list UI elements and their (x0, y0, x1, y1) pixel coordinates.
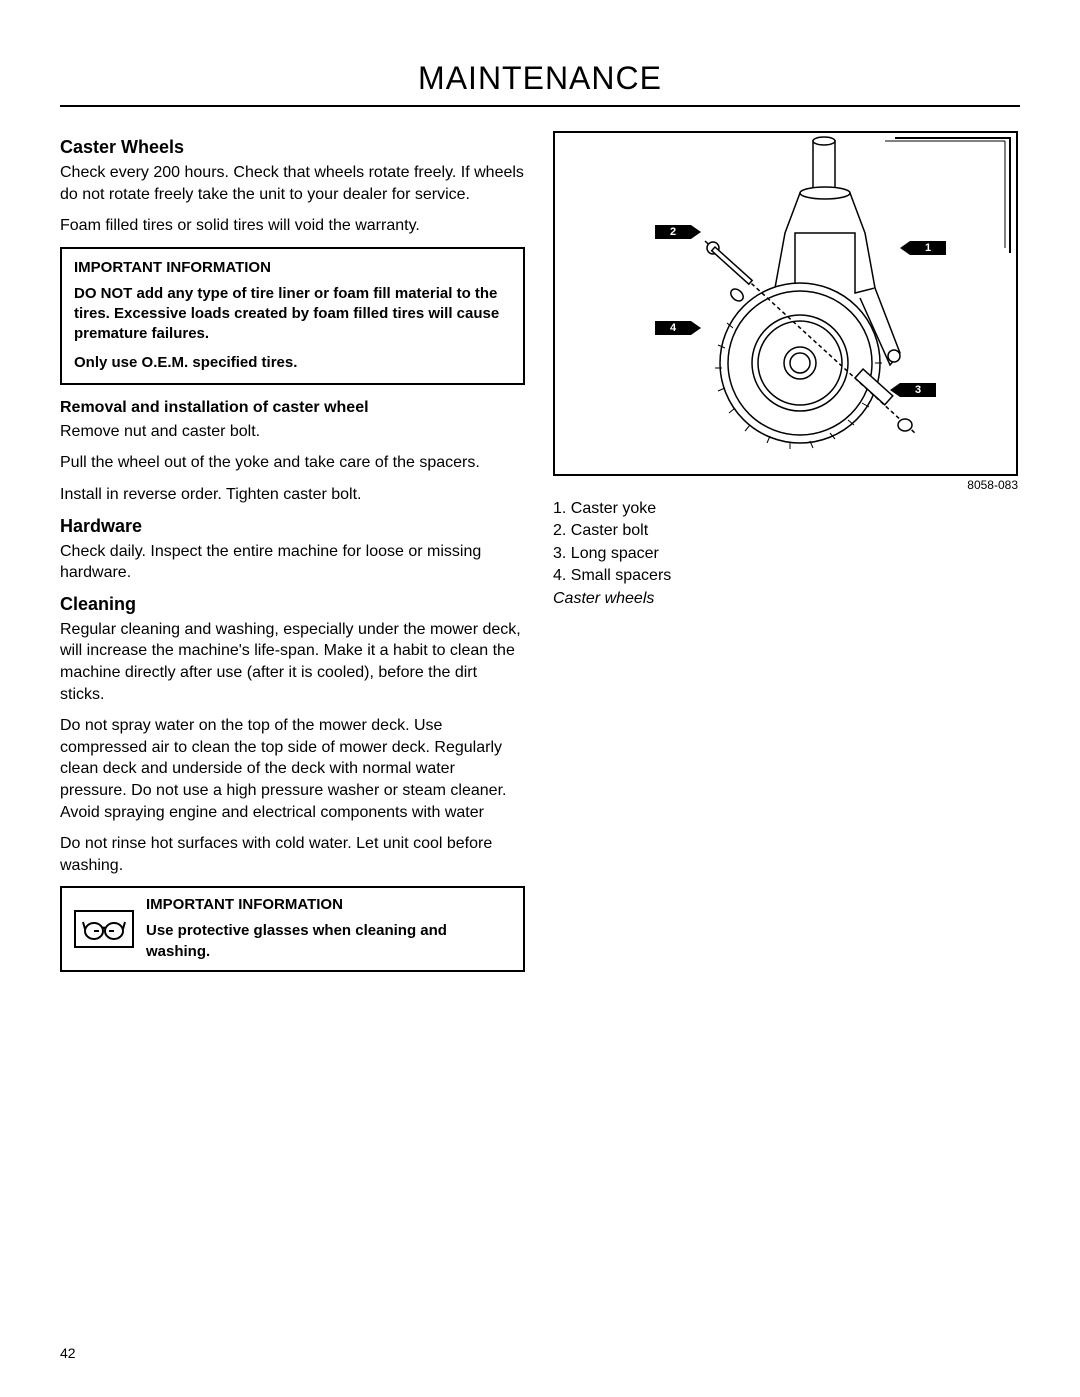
callout-2: 2 (655, 225, 701, 239)
info1-title: IMPORTANT INFORMATION (74, 259, 511, 276)
callout-1: 1 (900, 241, 946, 255)
removal-heading: Removal and installation of caster wheel (60, 399, 525, 417)
hardware-p1: Check daily. Inspect the entire machine … (60, 541, 525, 584)
legend-3: 3. Long spacer (553, 543, 1018, 565)
info2-text: IMPORTANT INFORMATION Use protective gla… (146, 896, 511, 962)
figure-ref: 8058-083 (553, 478, 1018, 492)
callout-2-label: 2 (655, 225, 691, 239)
cleaning-heading: Cleaning (60, 594, 525, 615)
cleaning-p3: Do not rinse hot surfaces with cold wate… (60, 833, 525, 876)
caster-diagram: 1 2 3 4 (553, 131, 1018, 476)
callout-3: 3 (890, 383, 936, 397)
removal-p2: Pull the wheel out of the yoke and take … (60, 452, 525, 474)
page-number: 42 (60, 1345, 76, 1361)
legend-caption: Caster wheels (553, 590, 1018, 608)
callout-1-label: 1 (910, 241, 946, 255)
callout-4: 4 (655, 321, 701, 335)
caster-p2: Foam filled tires or solid tires will vo… (60, 215, 525, 237)
figure-legend: 1. Caster yoke 2. Caster bolt 3. Long sp… (553, 498, 1018, 588)
caster-heading: Caster Wheels (60, 137, 525, 158)
glasses-icon (74, 910, 134, 948)
legend-1: 1. Caster yoke (553, 498, 1018, 520)
content-columns: Caster Wheels Check every 200 hours. Che… (60, 131, 1020, 986)
hardware-heading: Hardware (60, 516, 525, 537)
info1-body2: Only use O.E.M. specified tires. (74, 353, 511, 373)
info2-title: IMPORTANT INFORMATION (146, 896, 511, 913)
cleaning-p2: Do not spray water on the top of the mow… (60, 715, 525, 823)
info1-body1: DO NOT add any type of tire liner or foa… (74, 284, 511, 345)
caster-p1: Check every 200 hours. Check that wheels… (60, 162, 525, 205)
page-title: MAINTENANCE (60, 60, 1020, 107)
important-info-box-2: IMPORTANT INFORMATION Use protective gla… (60, 886, 525, 972)
removal-p1: Remove nut and caster bolt. (60, 421, 525, 443)
page: MAINTENANCE Caster Wheels Check every 20… (0, 0, 1080, 1397)
cleaning-p1: Regular cleaning and washing, especially… (60, 619, 525, 705)
right-column: 1 2 3 4 8058-083 (553, 131, 1018, 986)
removal-p3: Install in reverse order. Tighten caster… (60, 484, 525, 506)
callout-4-label: 4 (655, 321, 691, 335)
legend-4: 4. Small spacers (553, 565, 1018, 587)
important-info-box-1: IMPORTANT INFORMATION DO NOT add any typ… (60, 247, 525, 385)
legend-2: 2. Caster bolt (553, 520, 1018, 542)
info2-body: Use protective glasses when cleaning and… (146, 921, 511, 962)
callout-3-label: 3 (900, 383, 936, 397)
left-column: Caster Wheels Check every 200 hours. Che… (60, 131, 525, 986)
